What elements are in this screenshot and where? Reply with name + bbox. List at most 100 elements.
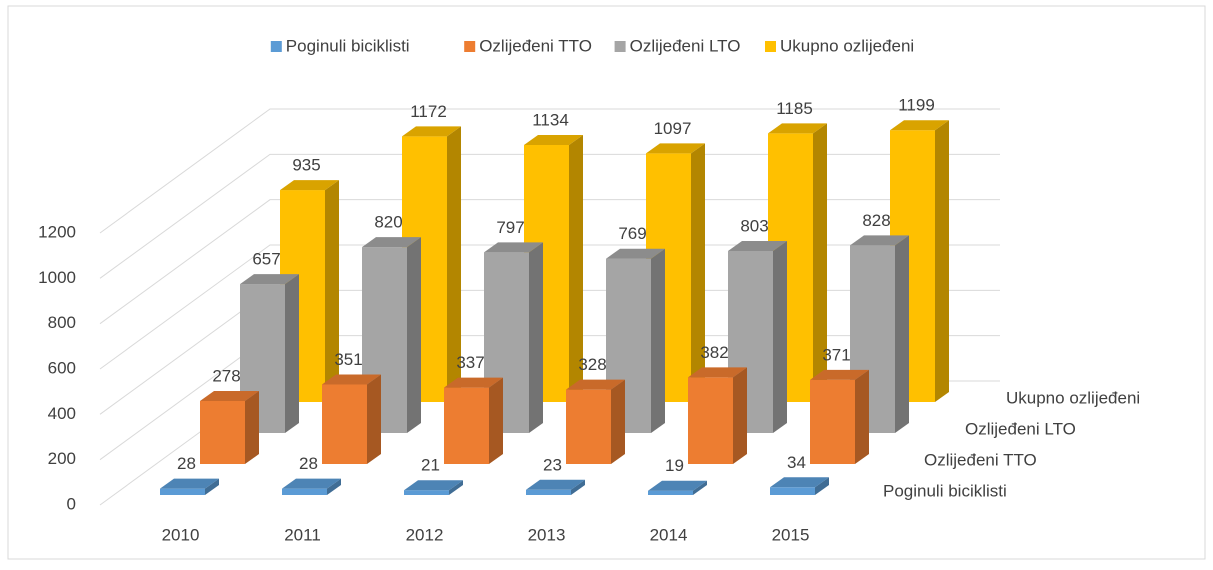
bar-top [282,478,341,489]
data-label: 328 [578,355,606,374]
legend-swatch [270,41,282,52]
bar-top [850,235,909,246]
depth-label: Poginuli biciklisti [883,481,1007,500]
bar [282,488,327,495]
data-label: 351 [334,350,362,369]
bar-top [810,369,869,380]
bar-top [280,180,339,191]
data-label: 797 [496,218,524,237]
bar-side [813,123,827,403]
depth-label: Ozlijeđeni TTO [924,450,1037,469]
y-tick-label: 1000 [38,268,76,287]
bar [404,490,449,495]
y-tick-label: 1200 [38,222,76,241]
data-label: 34 [787,453,806,472]
data-label: 769 [618,224,646,243]
bar-top [404,480,463,491]
bar-top [362,237,421,248]
x-tick-label: 2015 [772,525,810,544]
bar-side [569,134,583,402]
bar [322,384,367,464]
bar [160,488,205,495]
data-label: 657 [252,250,280,269]
data-label: 28 [299,454,318,473]
bar-side [815,477,829,495]
bar [566,389,611,464]
depth-label: Ozlijeđeni LTO [965,419,1076,438]
bar-top [606,248,665,259]
bar-top [160,478,219,489]
y-tick-label: 200 [48,449,76,468]
bar-side [449,480,463,495]
bar-side [327,478,341,495]
bar-side [691,143,705,402]
bar [444,387,489,464]
x-tick-label: 2013 [528,525,566,544]
data-label: 337 [456,353,484,372]
bar-top [768,123,827,134]
bar [688,377,733,464]
bar-side [855,369,869,464]
x-tick-label: 2012 [406,525,444,544]
data-label: 1134 [532,110,569,129]
grid-line [99,153,1000,279]
data-label: 803 [740,216,768,235]
legend-swatch [765,41,776,52]
data-label: 820 [374,213,402,232]
bar-side [285,274,299,433]
bar-top [728,240,787,251]
data-label: 1097 [654,119,692,138]
data-label: 23 [543,455,562,474]
bar-top [524,134,583,145]
bar-top [444,377,503,388]
y-tick-label: 400 [48,404,76,423]
bar [200,400,245,464]
data-label: 371 [822,345,850,364]
bar-top [648,480,707,491]
bar [526,489,571,495]
x-tick-label: 2011 [284,525,321,544]
grid-line [99,199,1000,325]
bar-side [529,242,543,433]
bar-top [566,379,625,390]
bar-side [733,367,747,464]
bar-side [367,374,381,464]
bar [648,490,693,495]
legend-swatch [614,41,626,52]
bar-top [200,390,259,401]
legend-label: Ukupno ozlijeđeni [780,36,914,55]
depth-label: Ukupno ozlijeđeni [1006,388,1140,407]
bar-side [245,390,259,464]
bar-top [646,143,705,154]
bar-top [484,242,543,253]
x-tick-label: 2014 [650,525,688,544]
bar [770,487,815,495]
bar-top [322,374,381,385]
bar-top [890,120,949,131]
legend-label: Poginuli biciklisti [286,36,410,55]
legend-label: Ozlijeđeni LTO [630,36,741,55]
y-tick-label: 800 [48,313,76,332]
bar-side [447,126,461,402]
bar-side [773,240,787,433]
bar-side [407,237,421,433]
x-tick-label: 2010 [162,525,200,544]
data-label: 1185 [776,99,813,118]
data-label: 21 [421,456,440,475]
bar-top [240,274,299,285]
bar [810,379,855,464]
data-label: 278 [212,366,240,385]
bar-side [325,180,339,402]
bar-side [205,478,219,495]
data-label: 828 [862,211,890,230]
bar-top [402,126,461,137]
bar-side [489,377,503,464]
data-label: 28 [177,454,196,473]
y-tick-label: 600 [48,358,76,377]
y-tick-label: 0 [67,494,76,513]
legend-label: Ozlijeđeni TTO [479,36,592,55]
legend-swatch [464,41,476,52]
data-label: 935 [292,156,320,175]
